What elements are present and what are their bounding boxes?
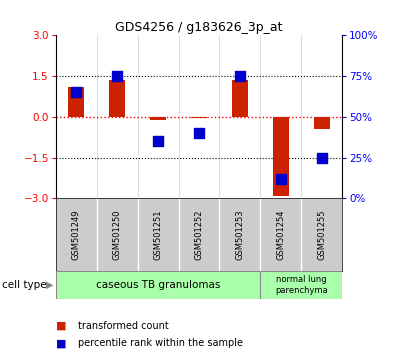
Text: ■: ■ <box>56 321 66 331</box>
Text: GSM501252: GSM501252 <box>195 209 203 260</box>
Bar <box>232 80 248 117</box>
Title: GDS4256 / g183626_3p_at: GDS4256 / g183626_3p_at <box>115 21 283 34</box>
Text: GSM501251: GSM501251 <box>154 209 162 260</box>
Bar <box>260 271 342 299</box>
Point <box>155 138 161 144</box>
Text: GSM501249: GSM501249 <box>72 209 81 260</box>
Text: cell type: cell type <box>2 280 47 290</box>
Text: GSM501253: GSM501253 <box>236 209 244 260</box>
Text: percentile rank within the sample: percentile rank within the sample <box>78 338 243 348</box>
Text: GSM501255: GSM501255 <box>317 209 326 260</box>
Bar <box>109 80 125 117</box>
Bar <box>56 271 260 299</box>
Text: transformed count: transformed count <box>78 321 168 331</box>
Point <box>196 130 202 136</box>
Bar <box>273 117 289 195</box>
Bar <box>314 117 330 129</box>
Bar <box>191 117 207 118</box>
Bar <box>150 117 166 120</box>
Text: normal lung
parenchyma: normal lung parenchyma <box>275 275 328 295</box>
Text: GSM501250: GSM501250 <box>113 209 122 260</box>
Bar <box>68 87 84 117</box>
Point <box>237 73 243 79</box>
Text: GSM501254: GSM501254 <box>276 209 285 260</box>
Text: ▶: ▶ <box>46 280 53 290</box>
Point <box>114 73 120 79</box>
Text: caseous TB granulomas: caseous TB granulomas <box>96 280 220 290</box>
Point <box>73 90 79 95</box>
Point <box>319 155 325 160</box>
Point <box>278 176 284 182</box>
Text: ■: ■ <box>56 338 66 348</box>
